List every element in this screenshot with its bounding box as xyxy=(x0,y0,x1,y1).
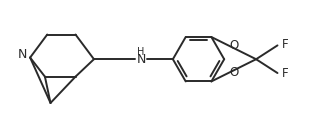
Text: F: F xyxy=(281,67,288,80)
Text: N: N xyxy=(136,53,146,66)
Text: H: H xyxy=(137,47,145,57)
Text: O: O xyxy=(230,39,239,52)
Text: O: O xyxy=(230,66,239,80)
Text: F: F xyxy=(281,38,288,51)
Text: N: N xyxy=(18,48,28,61)
